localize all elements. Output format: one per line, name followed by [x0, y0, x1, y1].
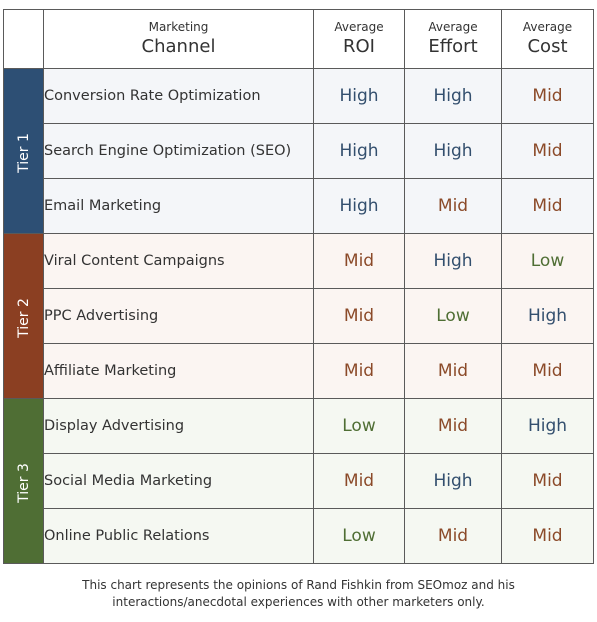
cost-value: Mid	[501, 343, 594, 399]
header-corner	[3, 9, 44, 69]
header-row: Marketing Channel Average ROI Average Ef…	[3, 9, 594, 69]
effort-value: Mid	[404, 343, 502, 399]
header-channel-big: Channel	[141, 35, 216, 57]
effort-value: High	[404, 453, 502, 509]
channel-name: Viral Content Campaigns	[43, 233, 314, 289]
table-row: PPC Advertising Mid Low High	[3, 288, 594, 344]
table-row: Social Media Marketing Mid High Mid	[3, 453, 594, 509]
table-row: Tier 3 Display Advertising Low Mid High	[3, 398, 594, 564]
table-row: Search Engine Optimization (SEO) High High…	[3, 123, 594, 179]
roi-value: High	[313, 178, 405, 234]
effort-value: High	[404, 233, 502, 289]
marketing-channel-table: Marketing Channel Average ROI Average Ef…	[3, 9, 594, 564]
header-channel-small: Marketing	[148, 19, 209, 34]
effort-value: High	[404, 68, 502, 124]
header-effort: Average Effort	[404, 9, 502, 69]
cost-value: Mid	[501, 68, 594, 124]
tier-label: Tier 2	[15, 297, 32, 338]
channel-name: Online Public Relations	[43, 508, 314, 564]
header-cost-small: Average	[522, 19, 573, 34]
channel-name: Social Media Marketing	[43, 453, 314, 509]
roi-value: Mid	[313, 343, 405, 399]
header-channel: Marketing Channel	[43, 9, 314, 69]
tier-label-cell: Tier 2	[3, 233, 44, 399]
tier-label: Tier 3	[15, 462, 32, 503]
tier-label-cell: Tier 1	[3, 68, 44, 234]
tier-label: Tier 1	[15, 132, 32, 173]
effort-value: Mid	[404, 178, 502, 234]
header-cost-big: Cost	[527, 35, 568, 57]
table-body: Tier 1 Conversion Rate Optimization High Hi…	[3, 68, 594, 564]
header-roi-small: Average	[334, 19, 384, 34]
cost-value: Low	[501, 233, 594, 289]
cost-value: Mid	[501, 508, 594, 564]
header-effort-small: Average	[428, 19, 478, 34]
footnote-line-2: interactions/anecdotal experiences with …	[112, 595, 485, 609]
roi-value: Mid	[313, 453, 405, 509]
roi-value: High	[313, 123, 405, 179]
header-cost: Average Cost	[501, 9, 594, 69]
effort-value: Mid	[404, 398, 502, 454]
roi-value: Mid	[313, 288, 405, 344]
header-effort-big: Effort	[428, 35, 478, 57]
cost-value: Mid	[501, 123, 594, 179]
table-row: Tier 2 Viral Content Campaigns Mid High Low	[3, 233, 594, 399]
table-row: Online Public Relations Low Mid Mid	[3, 508, 594, 564]
cost-value: High	[501, 398, 594, 454]
cost-value: Mid	[501, 453, 594, 509]
header-roi: Average ROI	[313, 9, 405, 69]
cost-value: Mid	[501, 178, 594, 234]
effort-value: High	[404, 123, 502, 179]
tier-label-cell: Tier 3	[3, 398, 44, 564]
roi-value: Low	[313, 398, 405, 454]
channel-name: Email Marketing	[43, 178, 314, 234]
channel-name: Affiliate Marketing	[43, 343, 314, 399]
header-roi-big: ROI	[343, 35, 375, 57]
roi-value: Low	[313, 508, 405, 564]
channel-name: Display Advertising	[43, 398, 314, 454]
channel-name: Conversion Rate Optimization	[43, 68, 314, 124]
roi-value: High	[313, 68, 405, 124]
footnote-line-1: This chart represents the opinions of Ra…	[82, 578, 515, 592]
effort-value: Low	[404, 288, 502, 344]
table-row: Affiliate Marketing Mid Mid Mid	[3, 343, 594, 399]
table-row: Tier 1 Conversion Rate Optimization High Hi…	[3, 68, 594, 234]
effort-value: Mid	[404, 508, 502, 564]
channel-name: PPC Advertising	[43, 288, 314, 344]
channel-name: Search Engine Optimization (SEO)	[43, 123, 314, 179]
table-row: Email Marketing High Mid Mid	[3, 178, 594, 234]
roi-value: Mid	[313, 233, 405, 289]
footnote: This chart represents the opinions of Ra…	[0, 577, 597, 611]
cost-value: High	[501, 288, 594, 344]
